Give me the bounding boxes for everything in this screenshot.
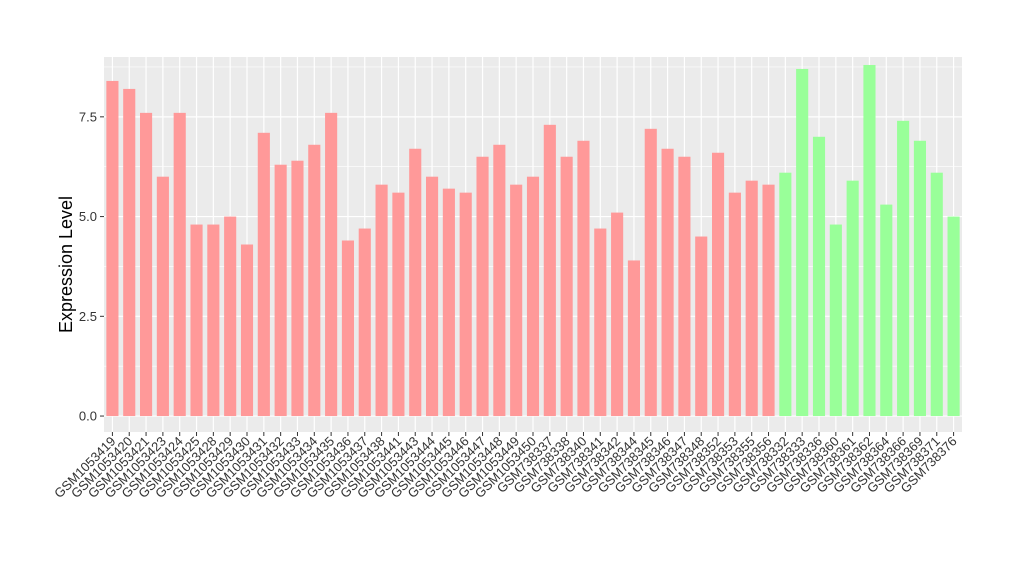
- bar: [695, 236, 708, 417]
- bar: [627, 260, 640, 417]
- bar: [156, 176, 169, 417]
- bar: [257, 132, 270, 417]
- bar: [796, 68, 809, 417]
- bar: [661, 148, 674, 417]
- y-axis-title: Expression Level: [56, 196, 76, 333]
- y-tick-label: 5.0: [79, 209, 97, 224]
- bar: [341, 240, 354, 417]
- bar: [123, 88, 136, 417]
- bar: [779, 172, 792, 417]
- bar: [829, 224, 842, 417]
- bar: [526, 176, 540, 417]
- bar: [611, 212, 624, 417]
- y-tick-label: 7.5: [79, 109, 97, 124]
- bar: [190, 224, 203, 417]
- bar: [880, 204, 893, 417]
- bar: [140, 112, 153, 417]
- bar: [577, 140, 590, 417]
- bars: [106, 64, 960, 417]
- bar: [543, 124, 556, 417]
- bar: [493, 144, 506, 417]
- bar: [897, 120, 910, 417]
- bar: [476, 156, 489, 417]
- bar: [426, 176, 439, 417]
- bar: [863, 64, 876, 417]
- bar: [291, 160, 304, 417]
- bar: [846, 180, 859, 417]
- bar: [325, 112, 338, 417]
- bar: [930, 172, 943, 417]
- bar: [173, 112, 186, 417]
- bar: [745, 180, 758, 417]
- bar: [947, 216, 960, 417]
- bar: [308, 144, 321, 417]
- bar: [678, 156, 691, 417]
- bar: [560, 156, 573, 417]
- bar: [224, 216, 237, 417]
- bar: [459, 192, 472, 417]
- y-tick-label: 0.0: [79, 409, 97, 424]
- bar: [510, 184, 523, 417]
- bar: [375, 184, 388, 417]
- bar: [644, 128, 657, 417]
- bar: [594, 228, 607, 417]
- bar: [274, 164, 287, 417]
- bar: [240, 244, 254, 417]
- x-axis: GSM1053419GSM1053420GSM1053421GSM1053423…: [51, 432, 960, 501]
- bar: [812, 136, 826, 417]
- bar: [106, 80, 119, 417]
- bar: [392, 192, 405, 417]
- y-axis: 0.0 2.5 5.0 7.5: [79, 109, 104, 424]
- bar: [358, 228, 371, 417]
- bar: [712, 152, 725, 417]
- bar: [207, 224, 220, 417]
- bar: [913, 140, 926, 417]
- bar: [442, 188, 455, 417]
- y-tick-label: 2.5: [79, 309, 97, 324]
- bar: [728, 192, 741, 417]
- bar: [762, 184, 775, 417]
- bar: [409, 148, 422, 417]
